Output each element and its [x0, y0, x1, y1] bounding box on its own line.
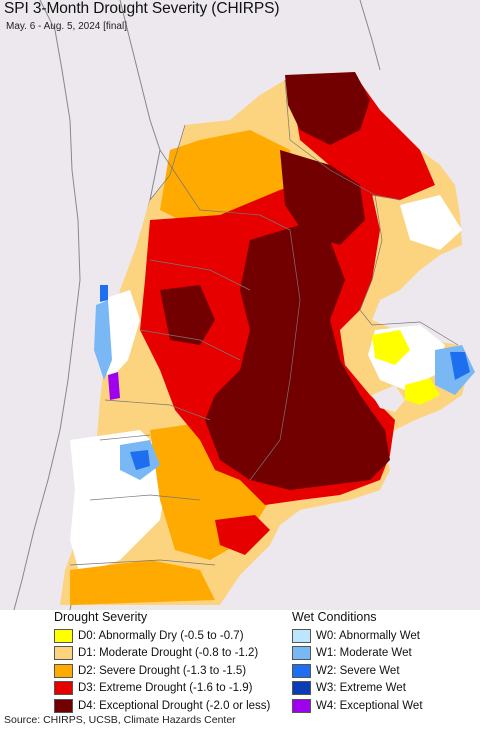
legend-item-w1: W1: Moderate Wet — [292, 645, 477, 663]
rio-de-la-plata — [372, 385, 405, 412]
drought-map — [0, 0, 480, 610]
region-d2-patagonia — [70, 560, 215, 605]
legend-swatch-w0 — [292, 628, 311, 643]
region-w2-uruguay-east — [450, 352, 470, 380]
legend-label-d2: D2: Severe Drought (-1.3 to -1.5) — [78, 664, 247, 677]
legend-item-w3: W3: Extreme Wet — [292, 680, 477, 698]
legend-label-w3: W3: Extreme Wet — [316, 682, 406, 695]
region-d4-pampas — [205, 225, 390, 490]
legend-label-w4: W4: Exceptional Wet — [316, 699, 423, 712]
legend-item-d3: D3: Extreme Drought (-1.6 to -1.9) — [54, 680, 289, 698]
legend-label-w2: W2: Severe Wet — [316, 664, 400, 677]
region-d4-cuyo — [160, 285, 215, 345]
legend-item-w4: W4: Exceptional Wet — [292, 697, 477, 715]
eastern-boundary — [359, 0, 381, 71]
legend-wet: Wet Conditions W0: Abnormally Wet W1: Mo… — [292, 610, 477, 715]
region-d3-south-coast — [215, 515, 270, 555]
legend-label-d4: D4: Exceptional Drought (-2.0 or less) — [78, 699, 271, 712]
region-normal-east — [400, 195, 462, 250]
legend-label-d0: D0: Abnormally Dry (-0.5 to -0.7) — [78, 629, 244, 642]
legend-label-d3: D3: Extreme Drought (-1.6 to -1.9) — [78, 682, 253, 695]
source-credit: Source: CHIRPS, UCSB, Climate Hazards Ce… — [4, 714, 236, 726]
admin-boundaries — [69, 79, 459, 566]
region-w2-andes-south — [130, 450, 150, 470]
legend-label-d1: D1: Moderate Drought (-0.8 to -1.2) — [78, 647, 259, 660]
legend-swatch-d2 — [54, 663, 73, 678]
legend-label-w0: W0: Abnormally Wet — [316, 629, 420, 642]
western-coastline — [13, 0, 81, 610]
legend-swatch-w1 — [292, 646, 311, 661]
legend-item-d2: D2: Severe Drought (-1.3 to -1.5) — [54, 662, 289, 680]
legend-swatch-d1 — [54, 646, 73, 661]
legend-item-d1: D1: Moderate Drought (-0.8 to -1.2) — [54, 645, 289, 663]
region-d0-uruguay-south — [405, 378, 440, 405]
map-subtitle: May. 6 - Aug. 5, 2024 [final] — [6, 21, 127, 32]
region-d4-north — [285, 72, 370, 145]
legend-item-d4: D4: Exceptional Drought (-2.0 or less) — [54, 697, 289, 715]
legend-item-w2: W2: Severe Wet — [292, 662, 477, 680]
region-w4-chile — [108, 372, 120, 400]
map-svg — [0, 0, 480, 610]
legend-label-w1: W1: Moderate Wet — [316, 647, 412, 660]
legend-swatch-w2 — [292, 663, 311, 678]
legend-drought: Drought Severity D0: Abnormally Dry (-0.… — [54, 610, 289, 715]
legend-swatch-d4 — [54, 698, 73, 713]
region-d0-uruguay — [372, 330, 410, 365]
legend-swatch-w4 — [292, 698, 311, 713]
legend-drought-heading: Drought Severity — [54, 610, 148, 624]
legend-item-w0: W0: Abnormally Wet — [292, 627, 477, 645]
region-w2-chile-coast — [100, 285, 108, 302]
legend-item-d0: D0: Abnormally Dry (-0.5 to -0.7) — [54, 627, 289, 645]
legend-swatch-d0 — [54, 628, 73, 643]
region-w1-chile-coast — [94, 300, 112, 380]
legend-wet-heading: Wet Conditions — [292, 610, 377, 624]
region-d4-chaco — [280, 150, 365, 245]
map-title: SPI 3-Month Drought Severity (CHIRPS) — [4, 0, 280, 17]
legend-swatch-w3 — [292, 681, 311, 696]
legend-swatch-d3 — [54, 681, 73, 696]
